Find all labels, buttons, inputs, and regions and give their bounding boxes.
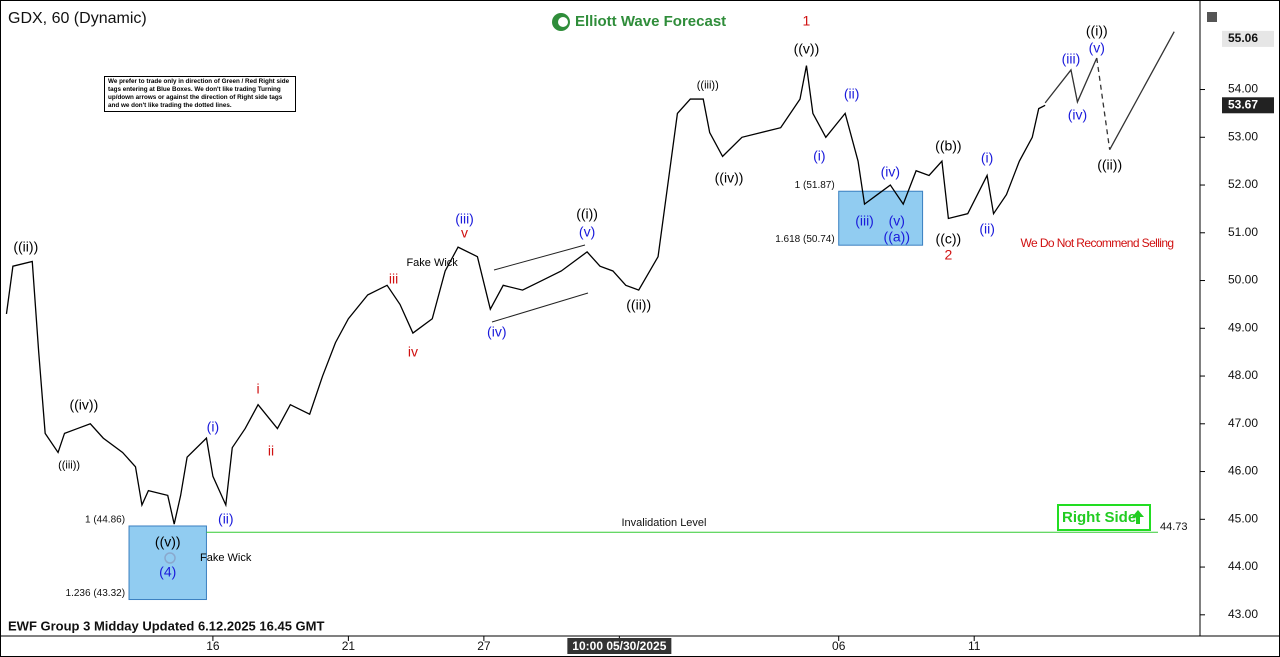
- disclaimer: We prefer to trade only in direction of …: [104, 76, 296, 112]
- y-tick-label: 47.00: [1228, 416, 1258, 430]
- channel-line: [491, 292, 589, 323]
- y-tick-label: 54.00: [1228, 82, 1258, 96]
- invalidation-value: 44.73: [1160, 521, 1188, 533]
- wave-label: (ii): [979, 221, 995, 237]
- wave-label: ((v)): [794, 41, 820, 57]
- wave-label: (i): [981, 149, 993, 165]
- chart-title: GDX, 60 (Dynamic): [8, 10, 147, 27]
- box-bottom-label: 1.618 (50.74): [775, 234, 835, 245]
- right-side-arrow: [1132, 510, 1144, 524]
- x-tick-label: 11: [968, 639, 981, 653]
- wave-label: (4): [159, 563, 176, 579]
- right-side-box: [1057, 504, 1151, 531]
- box-top-label: 1 (51.87): [795, 180, 835, 191]
- right-side-label: Right Side: [1062, 509, 1136, 526]
- wave-label: ((iv)): [715, 170, 744, 186]
- wave-label: ((iii)): [697, 80, 719, 92]
- y-tick-label: 44.00: [1228, 559, 1258, 573]
- blue-box: [128, 525, 207, 601]
- invalidation-label: Invalidation Level: [621, 517, 706, 529]
- y-tick-label: 53.00: [1228, 129, 1258, 143]
- wave-label: (iv): [881, 163, 900, 179]
- price-line: [1044, 57, 1098, 105]
- wave-label: (ii): [218, 510, 234, 526]
- channel-line: [493, 244, 586, 271]
- y-tick-label: 43.00: [1228, 607, 1258, 621]
- logo-icon-inner: [558, 17, 568, 27]
- price-line: [1096, 57, 1111, 150]
- wave-label: (i): [207, 418, 219, 434]
- wave-label: (ii): [844, 85, 860, 101]
- price-label-box: [1222, 97, 1274, 114]
- price-line: [5, 65, 1046, 525]
- wave-label: iii: [389, 270, 398, 286]
- price-label-box: [1222, 30, 1274, 47]
- y-tick-label: 48.00: [1228, 368, 1258, 382]
- wave-label: v: [461, 224, 468, 240]
- wave-label: ((iv)): [69, 396, 98, 412]
- wave-label: ((b)): [935, 138, 961, 154]
- x-tick-label: 21: [342, 639, 356, 653]
- channel: [491, 244, 589, 323]
- wave-label: ((ii)): [13, 238, 38, 254]
- price-label: 53.67: [1228, 97, 1258, 111]
- wave-label: ((iii)): [58, 460, 80, 472]
- wave-label: (iii): [855, 213, 874, 229]
- x-tick-highlight: [567, 638, 672, 654]
- wave-label: ii: [268, 443, 274, 459]
- wave-label: ((ii)): [626, 297, 651, 313]
- wave-label: ((i)): [1086, 22, 1108, 38]
- x-tick-label: 06: [832, 639, 846, 653]
- y-tick-label: 50.00: [1228, 273, 1258, 287]
- wave-label: 1: [803, 12, 811, 28]
- wave-label: Fake Wick: [406, 257, 458, 269]
- y-tick-label: 45.00: [1228, 511, 1258, 525]
- wave-label: ((a)): [884, 228, 910, 244]
- brand: Elliott Wave Forecast: [575, 13, 726, 30]
- footer: EWF Group 3 Midday Updated 6.12.2025 16.…: [8, 618, 324, 633]
- x-tick-label: 27: [477, 639, 491, 653]
- y-tick-label: 51.00: [1228, 225, 1258, 239]
- wave-label: ((ii)): [1097, 157, 1122, 173]
- warning: We Do Not Recommend Selling: [1021, 236, 1174, 250]
- wave-label: (iii): [455, 211, 474, 227]
- wave-label: i: [257, 381, 260, 397]
- y-tick-label: 52.00: [1228, 177, 1258, 191]
- settings-icon: [1207, 12, 1217, 22]
- wave-label: iv: [408, 343, 418, 359]
- wave-label: (v): [889, 213, 905, 229]
- wave-label: (iv): [487, 323, 506, 339]
- box-bottom-label: 1.236 (43.32): [66, 588, 126, 599]
- wave-label: 2: [944, 246, 952, 262]
- wave-label: ((v)): [155, 533, 181, 549]
- y-tick-label: 49.00: [1228, 320, 1258, 334]
- wave-label: (i): [813, 148, 825, 164]
- y-tick-label: 46.00: [1228, 464, 1258, 478]
- box-top-label: 1 (44.86): [85, 515, 125, 526]
- wave-label: (iii): [1062, 51, 1081, 67]
- disclaimer-box: We prefer to trade only in direction of …: [104, 76, 296, 112]
- wave-label: Fake Wick: [200, 552, 252, 564]
- wave-label: ((c)): [936, 231, 962, 247]
- wave-label: ((i)): [576, 205, 598, 221]
- price-label: 55.06: [1228, 31, 1258, 45]
- wave-label: (v): [1089, 40, 1105, 56]
- x-tick-label: 10:00 05/30/2025: [572, 639, 666, 653]
- x-tick-label: 16: [206, 639, 220, 653]
- wave-label: (iv): [1068, 106, 1087, 122]
- blue-box: [838, 190, 924, 246]
- price-line: [1109, 31, 1175, 151]
- wave-label: (v): [579, 223, 595, 239]
